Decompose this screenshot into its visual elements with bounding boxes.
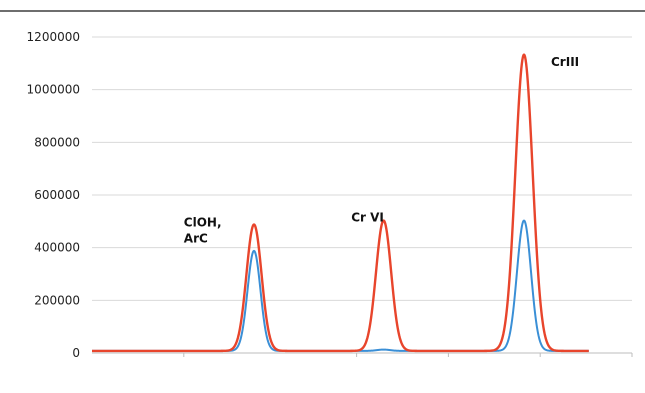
peak-annotation: ClOH, [184,216,222,230]
y-tick-label: 1000000 [27,83,80,97]
y-tick-label: 400000 [34,241,80,255]
gridlines [92,36,632,301]
series-line-red [91,53,590,353]
y-tick-label: 1200000 [27,30,80,44]
series-lines [91,53,590,353]
peak-annotation: Cr VI [351,210,384,224]
y-tick-label: 0 [72,346,80,360]
peak-annotations: ClOH,ArC Cr VI CrIII [184,55,579,245]
peak-annotation: CrIII [551,55,579,69]
peak-annotation: ArC [184,231,208,245]
y-tick-label: 800000 [34,135,80,149]
series-line-blue [91,219,590,352]
axes: 0 200000 400000 600000 800000 1000000 1200000 [27,30,633,360]
y-tick-label: 200000 [34,293,80,307]
y-tick-label: 600000 [34,188,80,202]
